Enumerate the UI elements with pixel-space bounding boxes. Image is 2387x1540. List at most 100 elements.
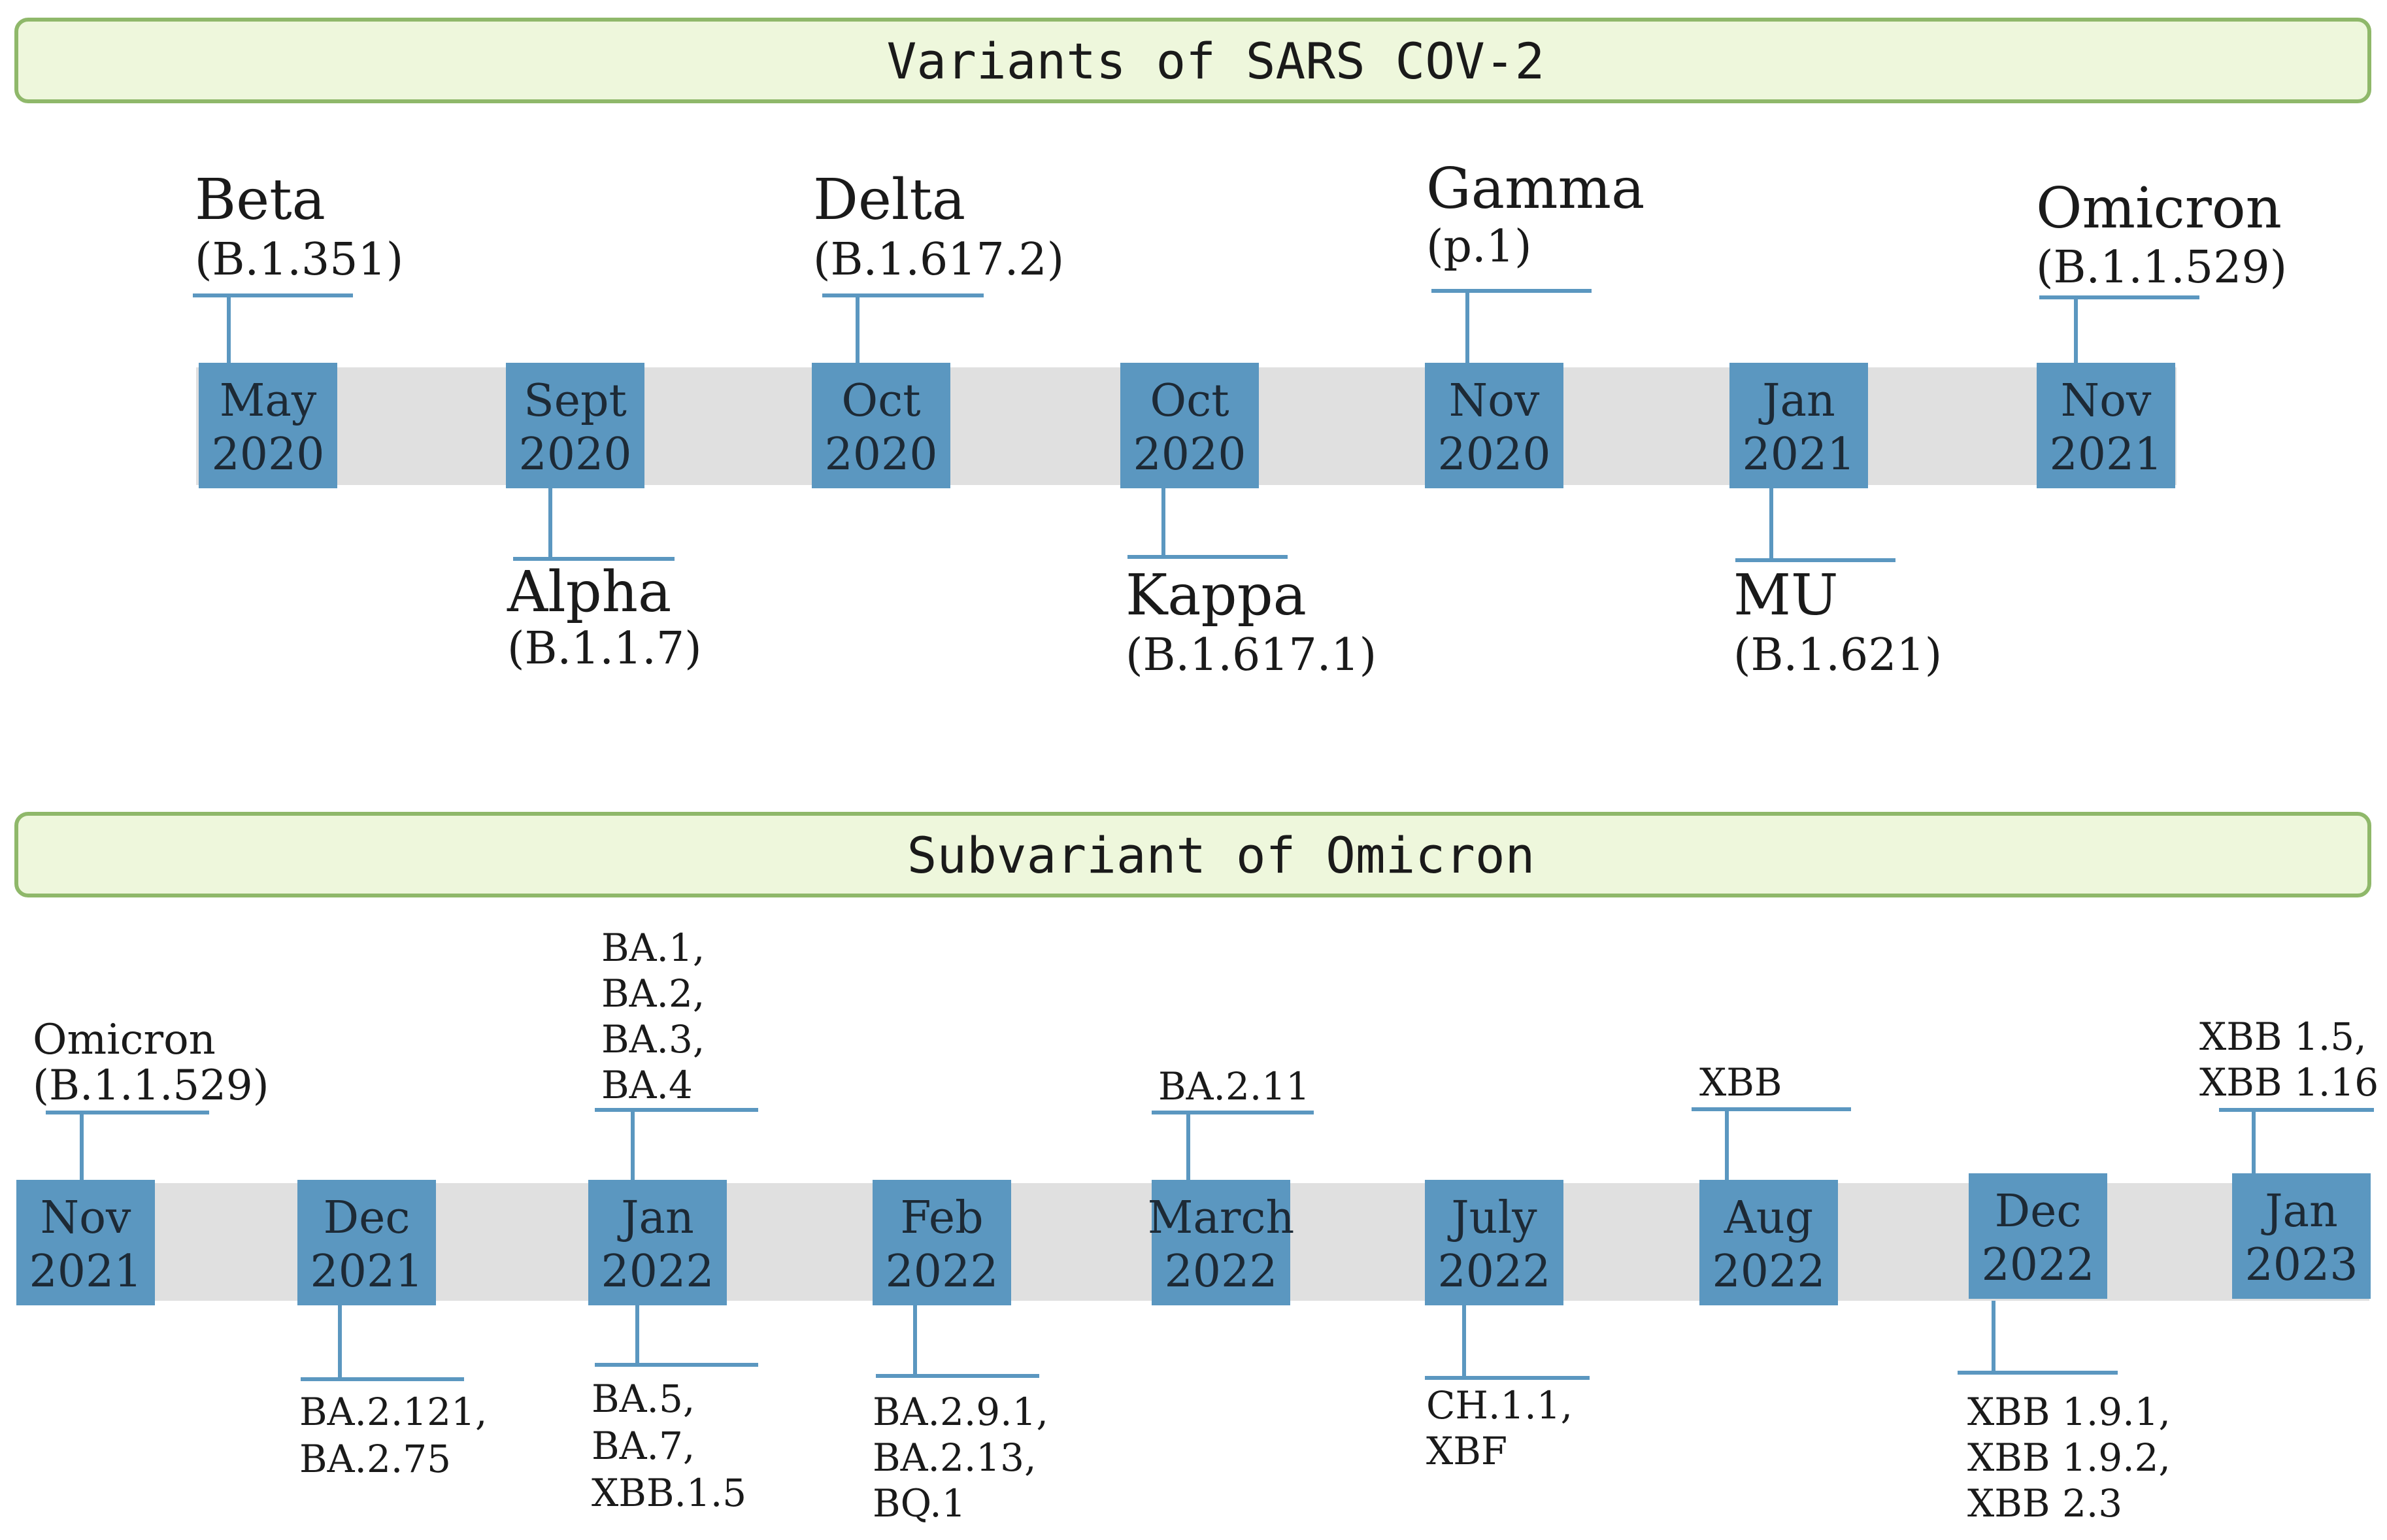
date-year: 2020 xyxy=(1133,429,1246,480)
date-box xyxy=(16,1180,155,1305)
date-box xyxy=(199,363,337,488)
date-month: Nov xyxy=(2061,375,2152,427)
date-month: July xyxy=(1447,1192,1537,1244)
subvariant-events: Omicron(B.1.1.529)Nov2021BA.2.121,BA.2.7… xyxy=(16,926,2379,1526)
date-month: Sept xyxy=(524,375,627,427)
subvariant-label: BA.2, xyxy=(601,971,705,1016)
date-month: Nov xyxy=(1449,375,1540,427)
variant-lineage: (B.1.351) xyxy=(195,234,403,286)
date-month: Jan xyxy=(1758,375,1835,427)
date-year: 2023 xyxy=(2245,1239,2358,1291)
date-year: 2021 xyxy=(2049,429,2162,480)
variant-lineage: (B.1.621) xyxy=(1733,629,1942,681)
variants-header-box xyxy=(14,18,2371,103)
date-month: Oct xyxy=(1150,375,1229,427)
subvariant-label: XBB.1.5 xyxy=(592,1471,746,1515)
subvariant-label: BA.5, xyxy=(592,1377,695,1421)
date-year: 2022 xyxy=(1437,1246,1550,1297)
date-box xyxy=(297,1180,436,1305)
date-year: 2020 xyxy=(824,429,937,480)
subvariant-label: CH.1.1, xyxy=(1426,1383,1573,1428)
subvariant-label: XBB 1.9.1, xyxy=(1967,1390,2171,1434)
date-month: Jan xyxy=(2261,1186,2338,1237)
subvariant-label: BA.7, xyxy=(592,1424,695,1468)
subvariants-header: Subvariant of Omicron xyxy=(14,812,2371,897)
date-month: Nov xyxy=(41,1192,131,1244)
date-box xyxy=(1152,1180,1290,1305)
subvariant-label: BA.2.13, xyxy=(873,1435,1037,1480)
variant-name: Kappa xyxy=(1126,563,1307,628)
date-year: 2021 xyxy=(1742,429,1855,480)
variant-lineage: (B.1.1.7) xyxy=(507,623,702,675)
variant-name: Delta xyxy=(813,167,965,233)
date-box xyxy=(1120,363,1259,488)
subvariant-label: BA.2.11 xyxy=(1158,1064,1310,1109)
date-year: 2021 xyxy=(310,1246,423,1297)
variant-kappa: Oct 2020 Kappa (B.1.617.1) xyxy=(1120,363,1377,681)
subvariant-label: (B.1.1.529) xyxy=(33,1062,269,1110)
subvariants-header-box xyxy=(14,812,2371,897)
date-year: 2020 xyxy=(1437,429,1550,480)
variant-gamma: Nov 2020 Gamma (p.1) xyxy=(1425,156,1644,488)
date-year: 2020 xyxy=(518,429,631,480)
date-box xyxy=(1425,363,1563,488)
date-box xyxy=(1425,1180,1563,1305)
date-box xyxy=(812,363,950,488)
variant-alpha: Sept 2020 Alpha (B.1.1.7) xyxy=(506,363,702,675)
subvariant-event: BA.1,BA.2,BA.3,BA.4 BA.5,BA.7,XBB.1.5 Jan2… xyxy=(588,926,758,1515)
subvariant-label: BA.1, xyxy=(601,926,705,970)
variant-lineage: (B.1.617.1) xyxy=(1126,629,1377,681)
variants-title: Variants of SARS COV-2 xyxy=(887,32,1545,90)
date-year: 2022 xyxy=(1981,1239,2094,1291)
variant-omicron: Nov 2021 Omicron (B.1.1.529) xyxy=(2036,176,2287,488)
variants-header: Variants of SARS COV-2 xyxy=(14,18,2371,103)
date-box xyxy=(873,1180,1011,1305)
date-year: 2021 xyxy=(29,1246,142,1297)
date-year: 2020 xyxy=(211,429,324,480)
variant-name: MU xyxy=(1733,563,1839,628)
variant-delta: Oct 2020 Delta (B.1.617.2) xyxy=(812,167,1064,488)
variant-mu: Jan 2021 MU (B.1.621) xyxy=(1729,363,1942,681)
subvariant-label: Omicron xyxy=(33,1016,216,1064)
subvariant-label: XBB 1.5, xyxy=(2199,1014,2367,1059)
variant-name: Gamma xyxy=(1426,156,1644,222)
subvariant-label: XBB xyxy=(1699,1060,1782,1105)
date-year: 2022 xyxy=(601,1246,714,1297)
variant-lineage: (B.1.617.2) xyxy=(813,234,1064,286)
date-month: May xyxy=(220,375,317,427)
date-box xyxy=(506,363,644,488)
variant-name: Beta xyxy=(195,167,326,233)
date-box xyxy=(588,1180,727,1305)
variant-name: Alpha xyxy=(507,560,671,625)
date-box xyxy=(2037,363,2175,488)
subvariant-label: BA.4 xyxy=(601,1063,693,1107)
subvariant-label: XBB 2.3 xyxy=(1967,1481,2122,1526)
date-box xyxy=(2232,1173,2371,1299)
subvariant-label: BQ.1 xyxy=(873,1481,966,1526)
subvariants-title: Subvariant of Omicron xyxy=(907,826,1535,884)
date-month: Dec xyxy=(324,1192,410,1244)
subvariant-label: XBF xyxy=(1426,1429,1507,1473)
variant-beta: May 2020 Beta (B.1.351) xyxy=(193,167,403,488)
variant-lineage: (B.1.1.529) xyxy=(2036,242,2287,293)
variant-name: Omicron xyxy=(2036,176,2282,241)
subvariant-label: BA.2.121, xyxy=(299,1390,487,1434)
date-month: Dec xyxy=(1995,1186,2082,1237)
date-year: 2022 xyxy=(885,1246,998,1297)
variant-lineage: (p.1) xyxy=(1426,221,1531,273)
date-month: Jan xyxy=(617,1192,694,1244)
date-month: March xyxy=(1148,1192,1295,1244)
date-box xyxy=(1969,1173,2107,1299)
date-box xyxy=(1729,363,1868,488)
subvariant-label: BA.2.9.1, xyxy=(873,1390,1048,1434)
date-month: Aug xyxy=(1724,1192,1813,1244)
